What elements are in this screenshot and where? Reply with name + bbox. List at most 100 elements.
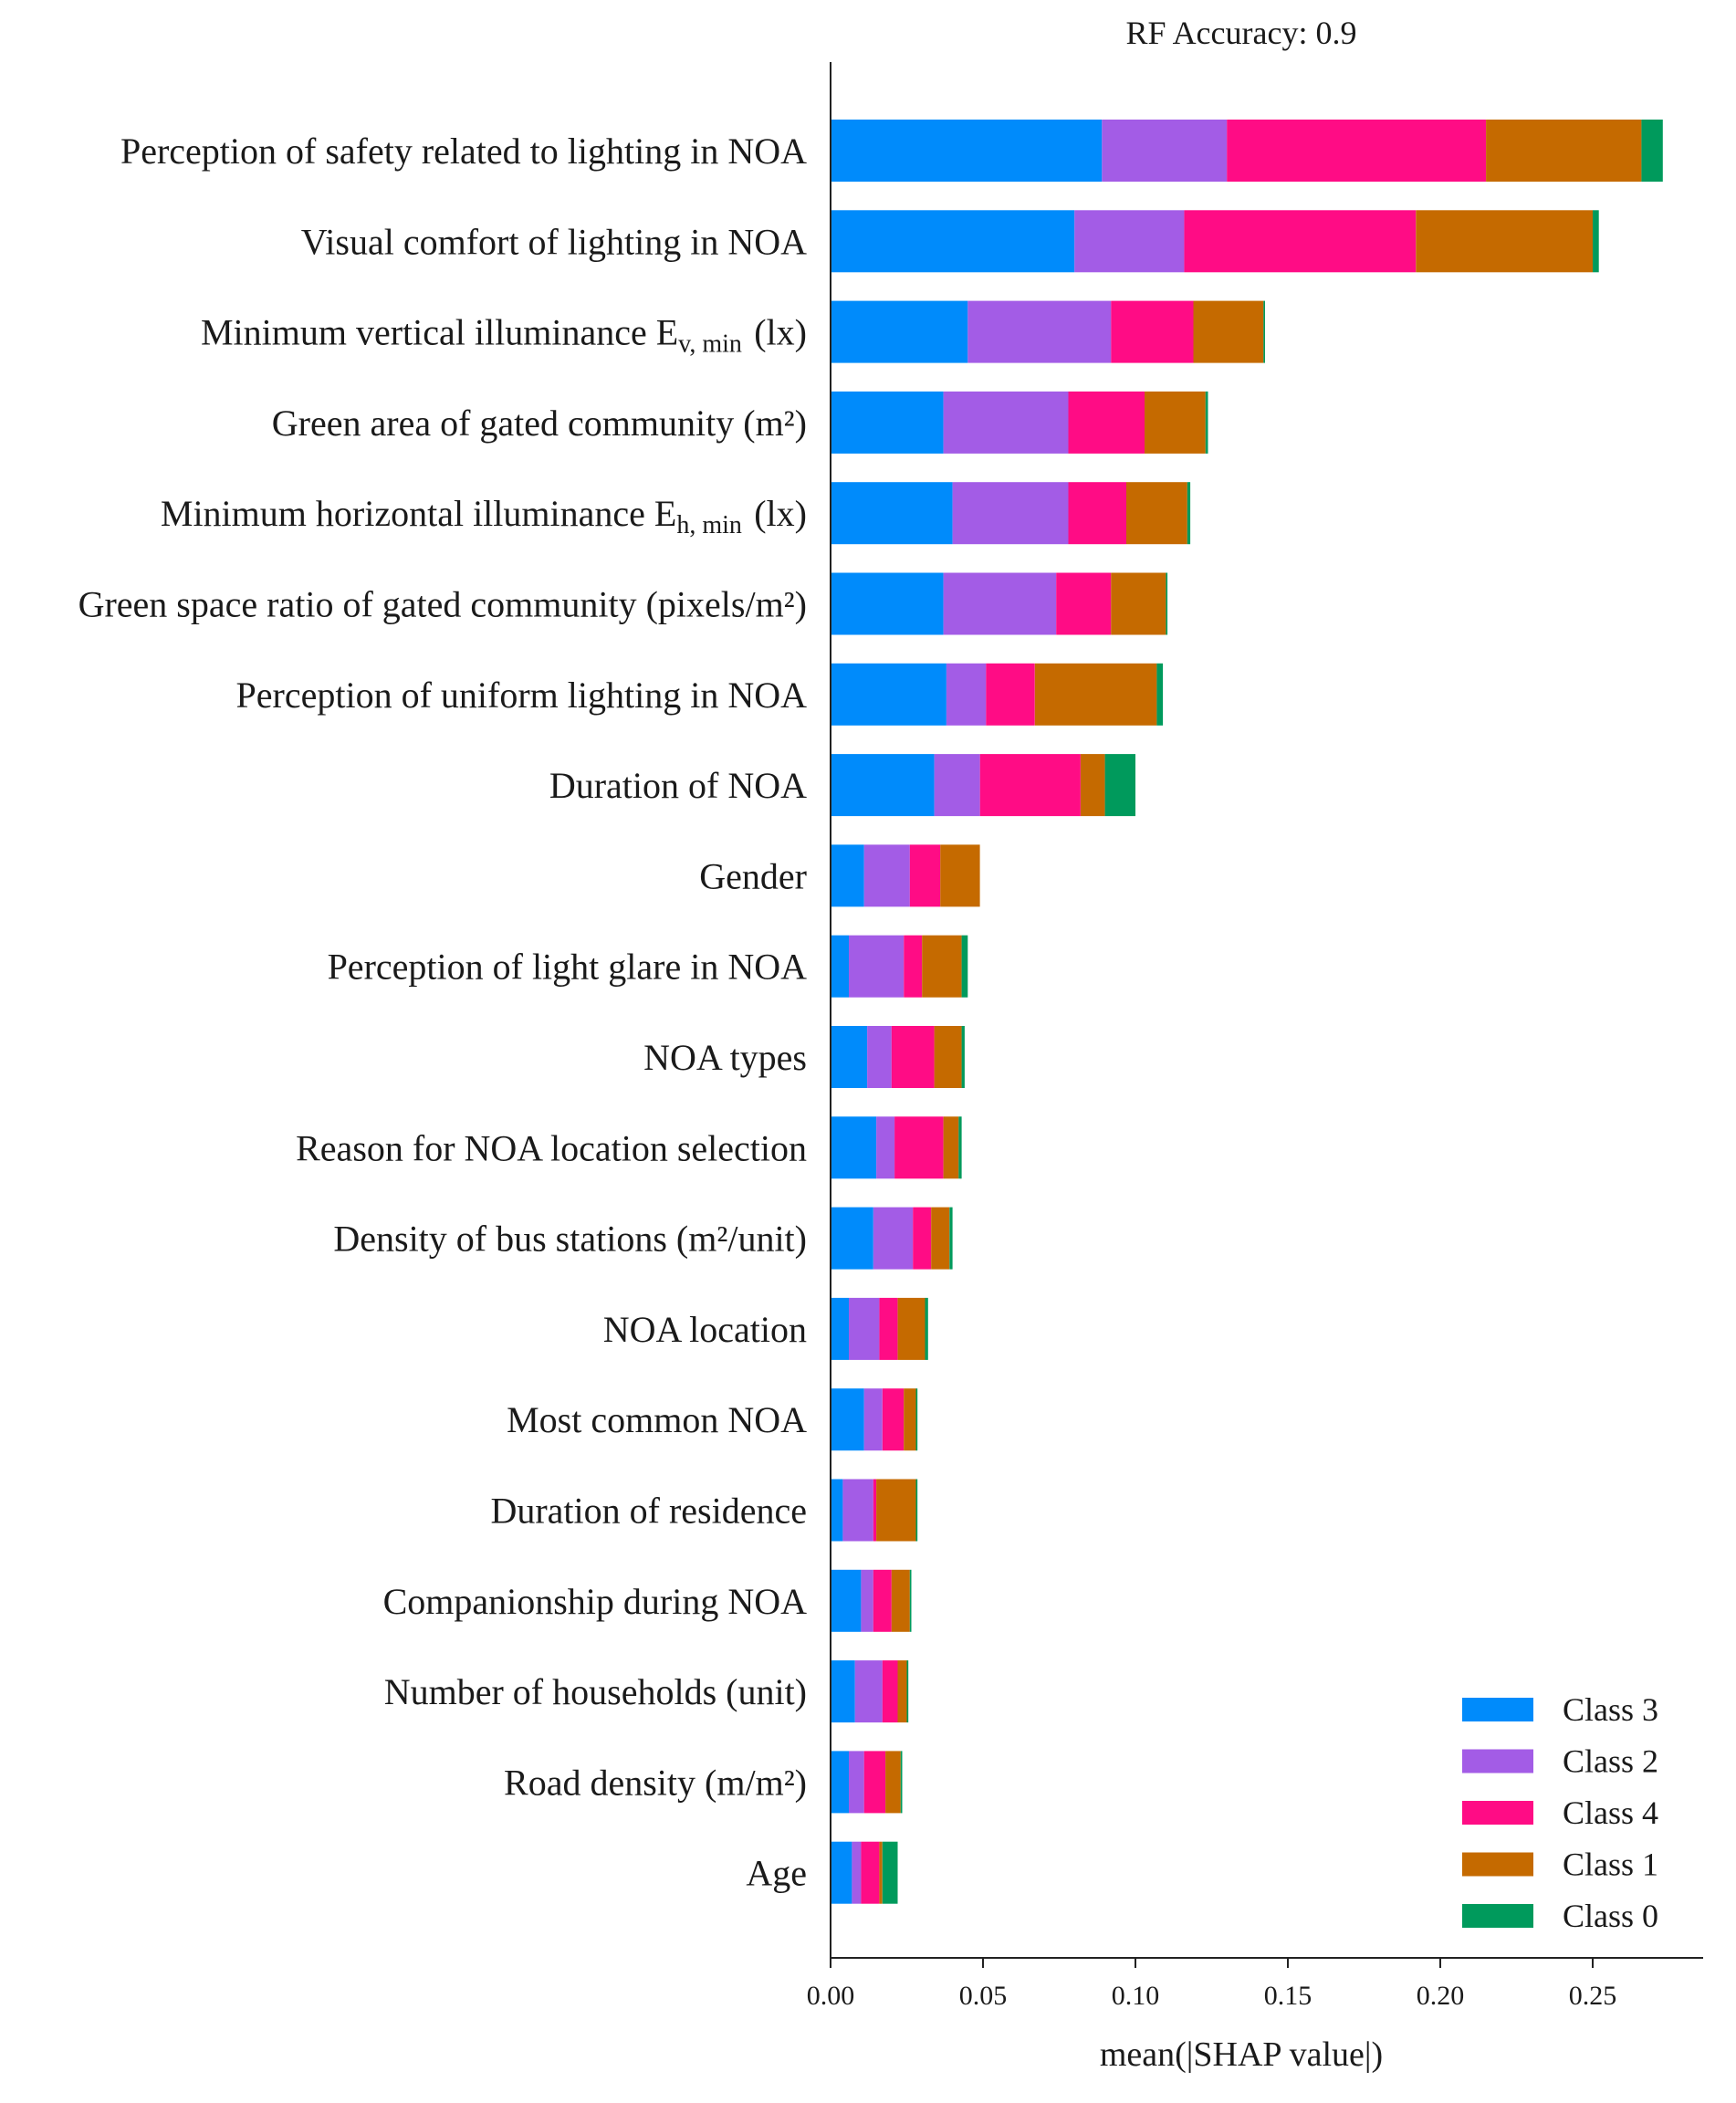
- bar-segment-class-4-4: [1068, 391, 1145, 454]
- y-label-5: Minimum horizontal illuminance Eh, min (…: [161, 493, 807, 539]
- bar-segment-class-1-17: [891, 1569, 910, 1632]
- y-label-18: Number of households (unit): [384, 1671, 807, 1712]
- bar-segment-class-3-11: [831, 1026, 868, 1088]
- bar-segment-class-1-14: [897, 1297, 926, 1360]
- bar-segment-class-2-4: [943, 391, 1069, 454]
- bar-segment-class-1-1: [1486, 120, 1642, 182]
- y-label-19: Road density (m/m²): [504, 1762, 807, 1803]
- bar-segment-class-1-8: [1080, 754, 1105, 817]
- bar-segment-class-0-17: [909, 1569, 912, 1632]
- bar-segment-class-3-8: [831, 754, 935, 817]
- bar-segment-class-2-5: [952, 482, 1069, 545]
- bar-segment-class-1-12: [943, 1116, 959, 1179]
- y-label-20: Age: [746, 1853, 807, 1894]
- y-label-1: Perception of safety related to lighting…: [120, 131, 807, 172]
- legend-swatch-class-1: [1462, 1852, 1533, 1877]
- bar-segment-class-3-2: [831, 210, 1075, 273]
- bar-segment-class-0-12: [958, 1116, 962, 1179]
- y-label-12: Reason for NOA location selection: [296, 1127, 807, 1168]
- bar-segment-class-4-10: [904, 935, 923, 998]
- x-tick-label-6: 0.25: [1569, 1981, 1617, 2011]
- bar-segment-class-3-10: [831, 935, 849, 998]
- legend-label-class-2: Class 2: [1563, 1743, 1658, 1780]
- y-label-16: Duration of residence: [490, 1491, 807, 1532]
- bar-segment-class-1-7: [1034, 663, 1157, 726]
- bar-segment-class-4-2: [1184, 210, 1417, 273]
- bar-segment-class-3-13: [831, 1207, 873, 1270]
- bar-segment-class-2-13: [873, 1207, 914, 1270]
- bar-segment-class-4-1: [1227, 120, 1487, 182]
- bar-segment-class-0-19: [900, 1751, 903, 1814]
- x-tick-label-3: 0.10: [1112, 1981, 1160, 2011]
- bar-segment-class-2-7: [946, 663, 987, 726]
- bar-segment-class-4-13: [913, 1207, 932, 1270]
- bar-segment-class-1-11: [934, 1026, 962, 1088]
- x-tick-label-1: 0.00: [807, 1981, 855, 2011]
- bar-segment-class-4-7: [986, 663, 1035, 726]
- y-label-13: Density of bus stations (m²/unit): [333, 1219, 807, 1260]
- legend-label-class-4: Class 4: [1563, 1794, 1658, 1831]
- y-label-17: Companionship during NOA: [383, 1581, 808, 1622]
- bar-segment-class-2-19: [849, 1751, 864, 1814]
- bar-segment-class-4-15: [882, 1388, 905, 1451]
- legend-swatch-class-2: [1462, 1749, 1533, 1773]
- x-tick-label-2: 0.05: [959, 1981, 1008, 2011]
- x-axis-label: mean(|SHAP value|): [1100, 2035, 1383, 2074]
- y-label-11: NOA types: [643, 1037, 807, 1078]
- chart-title: RF Accuracy: 0.9: [1126, 15, 1357, 51]
- y-axis-labels: Perception of safety related to lighting…: [78, 131, 808, 1894]
- y-label-10: Perception of light glare in NOA: [328, 947, 808, 988]
- legend-swatch-class-3: [1462, 1698, 1533, 1721]
- bar-segment-class-2-15: [863, 1388, 883, 1451]
- bar-segment-class-4-20: [861, 1841, 880, 1904]
- bar-segment-class-0-6: [1166, 572, 1168, 635]
- bar-segment-class-4-17: [873, 1569, 892, 1632]
- x-tick-label-5: 0.20: [1417, 1981, 1465, 2011]
- bar-segment-class-1-18: [897, 1660, 907, 1723]
- bar-segment-class-1-15: [904, 1388, 916, 1451]
- bar-segment-class-1-16: [876, 1479, 916, 1542]
- bar-segment-class-2-2: [1074, 210, 1185, 273]
- bar-segment-class-4-14: [879, 1297, 898, 1360]
- bar-segment-class-2-1: [1102, 120, 1228, 182]
- bar-segment-class-2-14: [849, 1297, 880, 1360]
- bar-segment-class-0-14: [925, 1297, 928, 1360]
- bar-segment-class-2-17: [861, 1569, 873, 1632]
- bar-segment-class-1-20: [879, 1841, 883, 1904]
- legend-swatch-class-4: [1462, 1801, 1533, 1825]
- bar-segment-class-0-2: [1593, 210, 1599, 273]
- bar-segment-class-0-1: [1641, 120, 1663, 182]
- bar-segment-class-0-11: [961, 1026, 965, 1088]
- bar-segment-class-3-14: [831, 1297, 849, 1360]
- bar-segment-class-0-7: [1156, 663, 1164, 726]
- bar-segment-class-2-10: [849, 935, 905, 998]
- legend-label-class-1: Class 1: [1563, 1847, 1658, 1883]
- legend-swatch-class-0: [1462, 1904, 1533, 1928]
- bar-segment-class-2-6: [943, 572, 1057, 635]
- bar-group: [831, 120, 1663, 1904]
- bar-segment-class-1-13: [931, 1207, 950, 1270]
- bar-segment-class-1-9: [940, 844, 980, 907]
- legend-label-class-0: Class 0: [1563, 1898, 1658, 1934]
- bar-segment-class-2-12: [876, 1116, 895, 1179]
- bar-segment-class-1-4: [1145, 391, 1206, 454]
- bar-segment-class-3-6: [831, 572, 944, 635]
- bar-segment-class-3-12: [831, 1116, 877, 1179]
- bar-segment-class-2-11: [867, 1026, 892, 1088]
- bar-segment-class-4-5: [1068, 482, 1126, 545]
- bar-segment-class-0-3: [1263, 300, 1265, 363]
- bar-segment-class-4-8: [979, 754, 1081, 817]
- bar-segment-class-2-8: [934, 754, 980, 817]
- bar-segment-class-2-3: [967, 300, 1112, 363]
- bar-segment-class-0-4: [1205, 391, 1208, 454]
- bar-segment-class-0-5: [1187, 482, 1191, 545]
- bar-segment-class-3-17: [831, 1569, 862, 1632]
- bar-segment-class-4-6: [1056, 572, 1112, 635]
- y-label-2: Visual comfort of lighting in NOA: [301, 221, 807, 262]
- bar-segment-class-3-1: [831, 120, 1103, 182]
- bar-segment-class-0-16: [915, 1479, 918, 1542]
- bar-segment-class-4-9: [909, 844, 941, 907]
- bar-segment-class-1-19: [885, 1751, 901, 1814]
